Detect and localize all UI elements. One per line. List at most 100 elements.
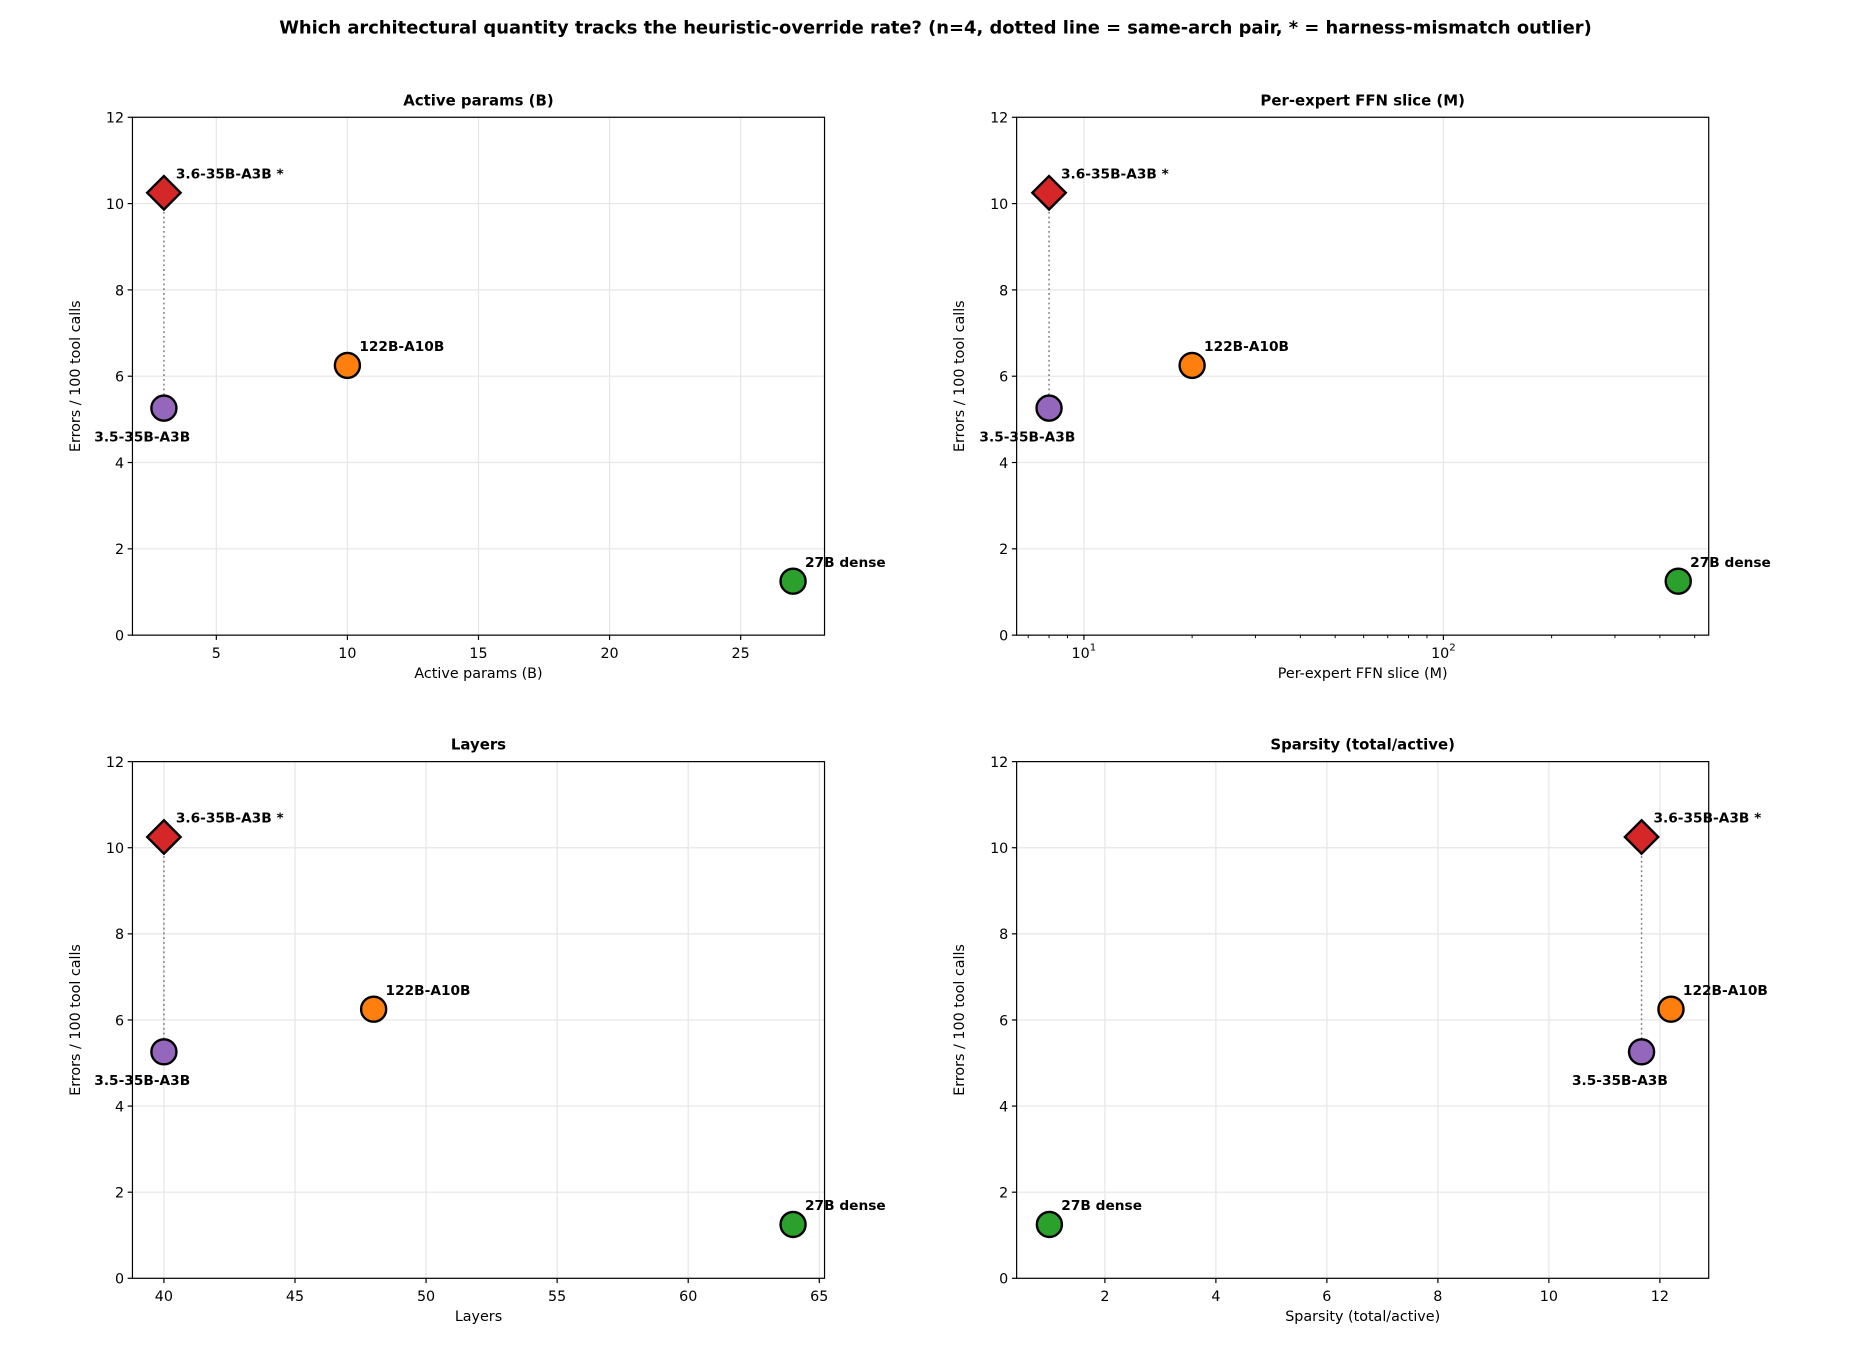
data-point-circle	[359, 995, 388, 1023]
data-point-diamond	[1623, 818, 1660, 856]
x-tick-label: 5	[212, 646, 221, 662]
data-point-diamond	[145, 174, 183, 212]
panel-4: Sparsity (total/active) 0 2 4 6 8 10 12 2 4 6 8 10 12…	[952, 736, 1768, 1326]
axes-frame	[131, 116, 826, 636]
x-tick-label: 55	[548, 1289, 566, 1305]
y-tick-label: 0	[999, 1272, 1008, 1288]
point-label: 3.6-35B-A3B *	[176, 811, 284, 827]
y-tick-label: 12	[990, 755, 1008, 771]
y-tick-label: 4	[115, 1099, 124, 1115]
point-label: 122B-A10B	[386, 983, 471, 999]
y-tick-label: 10	[106, 197, 124, 213]
y-tick-label: 0	[999, 629, 1008, 645]
point-label: 3.5-35B-A3B	[979, 430, 1075, 446]
data-point-circle	[1035, 1210, 1064, 1239]
point-label: 27B dense	[805, 555, 886, 571]
x-tick-label: 50	[417, 1289, 435, 1305]
axes-frame	[1016, 761, 1710, 1279]
point-label: 3.6-35B-A3B *	[1653, 811, 1761, 827]
data-point-circle	[1664, 567, 1692, 595]
y-tick-label: 8	[115, 283, 124, 299]
y-axis-label: Errors / 100 tool calls	[952, 944, 968, 1096]
x-axis-label: Per-expert FFN slice (M)	[1278, 666, 1448, 682]
y-tick-label: 6	[115, 1013, 124, 1029]
x-tick-label: 102	[1431, 643, 1456, 662]
panel-title: Per-expert FFN slice (M)	[1260, 91, 1464, 109]
panel-1: Active params (B) 0 2 4 6 8 10 12 5 10 15 20 25 Activ…	[68, 91, 886, 682]
x-tick-label: 60	[679, 1289, 697, 1305]
x-tick-label: 40	[155, 1289, 173, 1305]
y-tick-label: 10	[990, 197, 1008, 213]
data-point-circle	[1178, 351, 1206, 380]
panel-2: Per-expert FFN slice (M) 0 2 4 6 8 10 12 101 102 P…	[952, 91, 1771, 682]
y-tick-label: 12	[990, 111, 1008, 127]
x-tick-label: 10	[1540, 1289, 1558, 1305]
y-tick-label: 0	[115, 1272, 124, 1288]
y-tick-label: 12	[106, 111, 124, 127]
y-axis-label: Errors / 100 tool calls	[68, 944, 84, 1096]
point-label: 122B-A10B	[359, 339, 444, 355]
x-tick-label: 6	[1322, 1289, 1331, 1305]
x-tick-label: 4	[1211, 1289, 1220, 1305]
y-tick-label: 8	[999, 283, 1008, 299]
data-point-circle	[333, 351, 362, 380]
point-label: 27B dense	[1061, 1198, 1142, 1214]
panel-title: Sparsity (total/active)	[1270, 736, 1455, 754]
point-label: 3.5-35B-A3B	[94, 1073, 190, 1089]
y-tick-label: 10	[106, 841, 124, 857]
x-axis-label: Layers	[455, 1309, 502, 1325]
data-point-circle	[150, 1038, 178, 1066]
point-label: 122B-A10B	[1204, 339, 1289, 355]
y-tick-label: 4	[115, 456, 124, 472]
data-point-diamond	[145, 818, 183, 856]
data-point-circle	[779, 567, 807, 595]
y-tick-label: 10	[990, 841, 1008, 857]
data-point-circle	[779, 1210, 807, 1239]
y-tick-label: 6	[115, 370, 124, 386]
y-tick-label: 2	[115, 542, 124, 558]
data-point-circle	[1657, 995, 1685, 1023]
axes-frame	[131, 761, 826, 1279]
x-axis-label: Active params (B)	[414, 666, 542, 682]
y-tick-label: 2	[115, 1186, 124, 1202]
y-tick-label: 12	[106, 755, 124, 771]
x-axis-label: Sparsity (total/active)	[1285, 1309, 1440, 1325]
axes-frame	[1016, 116, 1710, 636]
y-tick-label: 2	[999, 542, 1008, 558]
y-tick-label: 8	[999, 927, 1008, 943]
x-tick-label: 8	[1433, 1289, 1442, 1305]
x-tick-label: 25	[732, 646, 750, 662]
y-tick-label: 6	[999, 370, 1008, 386]
point-label: 27B dense	[805, 1198, 886, 1214]
point-label: 3.5-35B-A3B	[1572, 1073, 1668, 1089]
panel-3: Layers 0 2 4 6 8 10 12 40 45 50 55 60 65 Layers Errors …	[68, 736, 886, 1326]
data-point-circle	[1035, 394, 1063, 422]
x-tick-label: 12	[1651, 1289, 1669, 1305]
y-axis-label: Errors / 100 tool calls	[68, 300, 84, 452]
y-tick-label: 2	[999, 1186, 1008, 1202]
point-label: 3.6-35B-A3B *	[1061, 166, 1169, 182]
panel-title: Layers	[451, 736, 506, 754]
panel-title: Active params (B)	[403, 91, 553, 109]
x-tick-label: 15	[469, 646, 487, 662]
data-point-diamond	[1030, 174, 1068, 212]
point-label: 3.5-35B-A3B	[94, 430, 190, 446]
x-tick-label: 10	[338, 646, 356, 662]
x-tick-label: 20	[600, 646, 618, 662]
x-tick-label: 45	[286, 1289, 304, 1305]
y-tick-label: 4	[999, 456, 1008, 472]
x-tick-label: 101	[1072, 643, 1097, 662]
x-tick-label: 2	[1100, 1289, 1109, 1305]
point-label: 122B-A10B	[1683, 983, 1768, 999]
figure-suptitle: Which architectural quantity tracks the …	[279, 18, 1592, 39]
y-tick-label: 6	[999, 1013, 1008, 1029]
y-tick-label: 4	[999, 1099, 1008, 1115]
y-tick-label: 0	[115, 629, 124, 645]
point-label: 3.6-35B-A3B *	[176, 166, 284, 182]
y-tick-label: 8	[115, 927, 124, 943]
x-tick-label: 65	[810, 1289, 828, 1305]
data-point-circle	[1627, 1038, 1656, 1066]
point-label: 27B dense	[1690, 555, 1771, 571]
data-point-circle	[150, 394, 178, 422]
